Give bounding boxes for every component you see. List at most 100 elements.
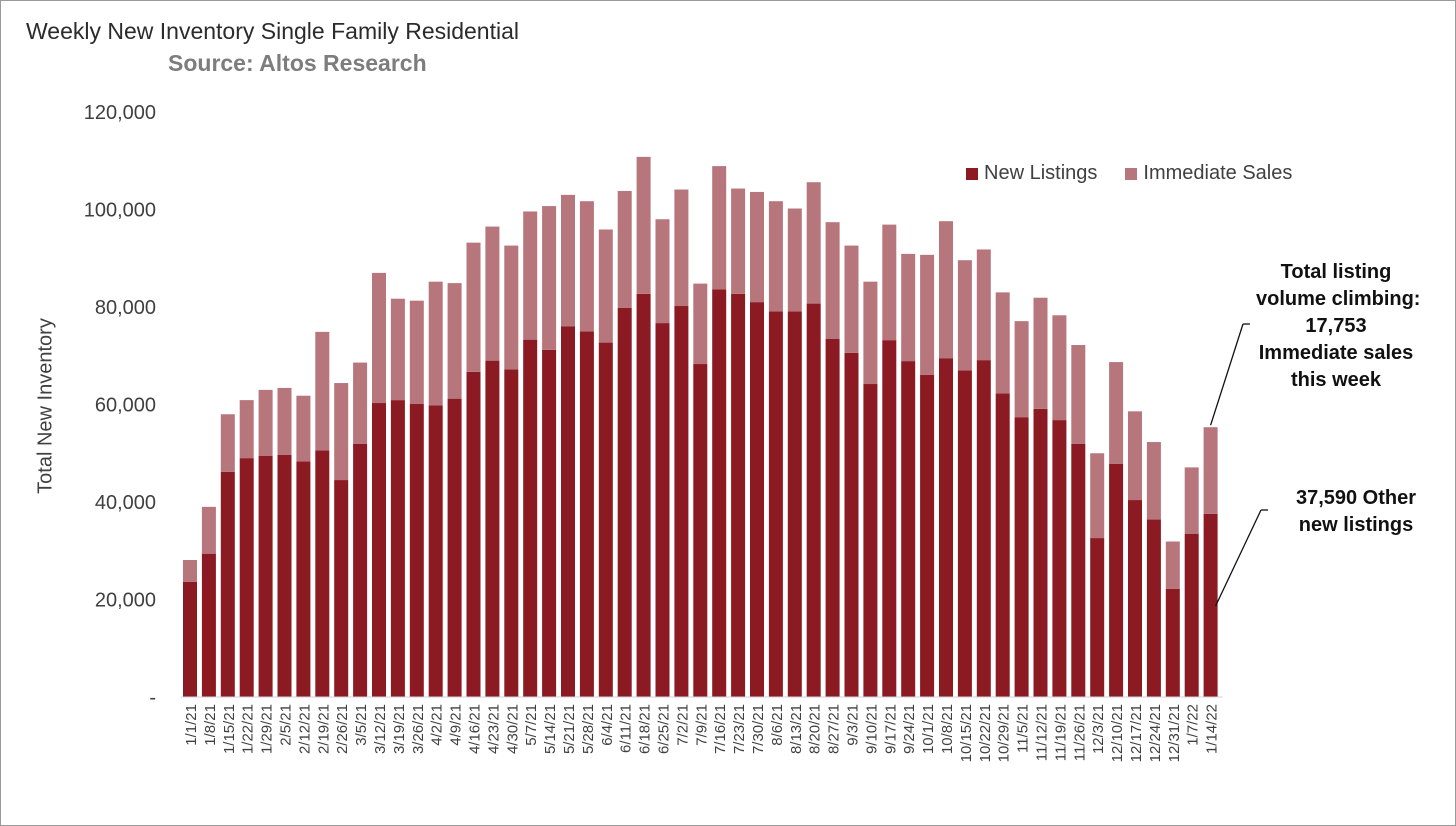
x-tick-label: 6/25/21 xyxy=(656,704,673,754)
bar-immediate-sales-5-7-21 xyxy=(523,211,538,340)
annotation-line: Total listing xyxy=(1280,261,1392,283)
bar-new-listings-10-8-21 xyxy=(939,358,953,697)
x-tick-label: 1/29/21 xyxy=(259,704,276,754)
bar-immediate-sales-1-7-22 xyxy=(1184,467,1199,534)
bar-new-listings-4-2-21 xyxy=(428,405,443,697)
bar-immediate-sales-5-14-21 xyxy=(542,206,557,350)
bar-new-listings-3-12-21 xyxy=(372,403,386,697)
annotation-line: 17,753 xyxy=(1305,315,1367,337)
legend-item-new-listings: New Listings xyxy=(966,162,1097,185)
bar-new-listings-12-31-21 xyxy=(1165,588,1180,697)
bar-new-listings-4-30-21 xyxy=(504,369,519,697)
bar-immediate-sales-2-12-21 xyxy=(296,395,311,462)
bar-immediate-sales-4-30-21 xyxy=(504,245,519,370)
x-tick-label: 4/16/21 xyxy=(467,704,484,754)
bar-new-listings-6-4-21 xyxy=(598,342,613,697)
x-tick-label: 7/23/21 xyxy=(731,704,748,754)
bar-immediate-sales-2-19-21 xyxy=(315,331,330,451)
bar-new-listings-1-7-22 xyxy=(1184,533,1199,697)
chart-title: Weekly New Inventory Single Family Resid… xyxy=(26,18,519,44)
bar-new-listings-11-26-21 xyxy=(1071,443,1086,697)
x-tick-label: 6/4/21 xyxy=(599,704,616,746)
bar-new-listings-9-24-21 xyxy=(901,361,916,697)
x-tick-label: 5/28/21 xyxy=(580,704,597,754)
bar-new-listings-9-10-21 xyxy=(863,384,878,697)
y-tick-label: 40,000 xyxy=(95,492,156,514)
x-tick-label: 4/30/21 xyxy=(504,704,521,754)
bar-immediate-sales-1-8-21 xyxy=(201,506,216,554)
bar-new-listings-1-14-22 xyxy=(1203,513,1218,697)
bar-immediate-sales-12-31-21 xyxy=(1165,541,1180,589)
bar-new-listings-3-5-21 xyxy=(353,443,368,697)
bar-immediate-sales-3-26-21 xyxy=(409,300,424,405)
annotation-leader-top xyxy=(1209,323,1244,426)
bar-new-listings-12-10-21 xyxy=(1109,463,1124,697)
x-tick-label: 11/26/21 xyxy=(1071,704,1088,761)
x-tick-label: 2/12/21 xyxy=(296,704,313,754)
x-tick-label: 1/8/21 xyxy=(202,704,219,746)
bar-immediate-sales-12-17-21 xyxy=(1128,411,1142,501)
bar-new-listings-5-14-21 xyxy=(542,349,557,697)
x-tick-label: 7/16/21 xyxy=(712,704,729,754)
bar-immediate-sales-4-2-21 xyxy=(428,281,443,406)
legend-label-immediate-sales: Immediate Sales xyxy=(1143,162,1293,184)
x-tick-label: 7/30/21 xyxy=(750,704,767,754)
x-tick-label: 12/24/21 xyxy=(1147,704,1164,762)
y-tick-label: 80,000 xyxy=(95,297,156,319)
bar-immediate-sales-1-15-21 xyxy=(220,414,235,472)
bar-new-listings-4-23-21 xyxy=(485,360,500,698)
legend-item-immediate-sales: Immediate Sales xyxy=(1125,162,1292,185)
bar-immediate-sales-11-12-21 xyxy=(1033,297,1048,409)
x-tick-label: 9/10/21 xyxy=(863,704,880,754)
bar-new-listings-3-19-21 xyxy=(390,400,405,697)
x-tick-label: 1/22/21 xyxy=(240,704,257,754)
bar-immediate-sales-1-1-21 xyxy=(183,560,197,582)
bar-immediate-sales-9-10-21 xyxy=(863,281,878,385)
bar-immediate-sales-8-20-21 xyxy=(806,182,821,304)
bar-new-listings-5-21-21 xyxy=(561,326,575,697)
x-tick-label: 7/2/21 xyxy=(674,704,691,746)
annotation-leader-bottom xyxy=(1215,509,1262,607)
bar-immediate-sales-9-17-21 xyxy=(882,224,897,341)
x-ticks-group: 1/1/21 1/8/21 1/15/21 1/22/21 1/29/21 2/5/21 2… xyxy=(183,704,1221,762)
bar-immediate-sales-6-4-21 xyxy=(598,229,613,343)
bar-new-listings-8-20-21 xyxy=(806,303,821,697)
bar-new-listings-2-12-21 xyxy=(296,461,311,697)
bar-immediate-sales-8-6-21 xyxy=(768,201,783,312)
legend-swatch-new-listings xyxy=(966,167,978,180)
bar-immediate-sales-7-16-21 xyxy=(712,166,727,290)
bar-new-listings-7-30-21 xyxy=(750,302,764,698)
bar-new-listings-4-9-21 xyxy=(447,398,462,697)
legend-label-new-listings: New Listings xyxy=(984,162,1098,184)
bar-immediate-sales-11-5-21 xyxy=(1014,321,1029,418)
bar-new-listings-11-5-21 xyxy=(1014,417,1029,697)
x-tick-label: 12/31/21 xyxy=(1166,704,1183,762)
bar-new-listings-11-12-21 xyxy=(1033,408,1048,697)
bar-immediate-sales-10-29-21 xyxy=(995,292,1010,394)
x-tick-label: 11/19/21 xyxy=(1052,704,1069,761)
bar-immediate-sales-6-11-21 xyxy=(617,190,632,308)
y-ticks-group: - 20,000 40,000 60,000 80,000 100,000 120,000 xyxy=(84,102,156,709)
y-tick-label: 120,000 xyxy=(84,102,156,124)
x-tick-label: 5/14/21 xyxy=(542,704,559,754)
x-tick-label: 10/22/21 xyxy=(977,704,994,762)
x-tick-label: 4/23/21 xyxy=(485,704,502,754)
bar-new-listings-2-26-21 xyxy=(334,480,349,697)
x-tick-label: 10/8/21 xyxy=(939,704,956,754)
annotation-new-listings: 37,590 Other new listings xyxy=(1276,485,1436,539)
bar-immediate-sales-7-30-21 xyxy=(750,191,764,303)
x-tick-label: 5/21/21 xyxy=(561,704,578,754)
x-tick-label: 3/26/21 xyxy=(410,704,427,754)
bar-immediate-sales-10-22-21 xyxy=(976,249,991,361)
bar-immediate-sales-3-19-21 xyxy=(390,298,405,401)
bar-immediate-sales-5-28-21 xyxy=(579,201,594,332)
bar-new-listings-7-9-21 xyxy=(693,364,708,697)
bar-immediate-sales-10-15-21 xyxy=(957,260,972,371)
bar-immediate-sales-1-22-21 xyxy=(239,400,254,459)
x-tick-label: 5/7/21 xyxy=(523,704,540,746)
x-tick-label: 10/29/21 xyxy=(996,704,1013,762)
x-tick-label: 7/9/21 xyxy=(693,704,710,746)
bar-immediate-sales-4-23-21 xyxy=(485,226,500,361)
bar-immediate-sales-5-21-21 xyxy=(561,194,575,327)
bar-immediate-sales-4-16-21 xyxy=(466,242,481,372)
